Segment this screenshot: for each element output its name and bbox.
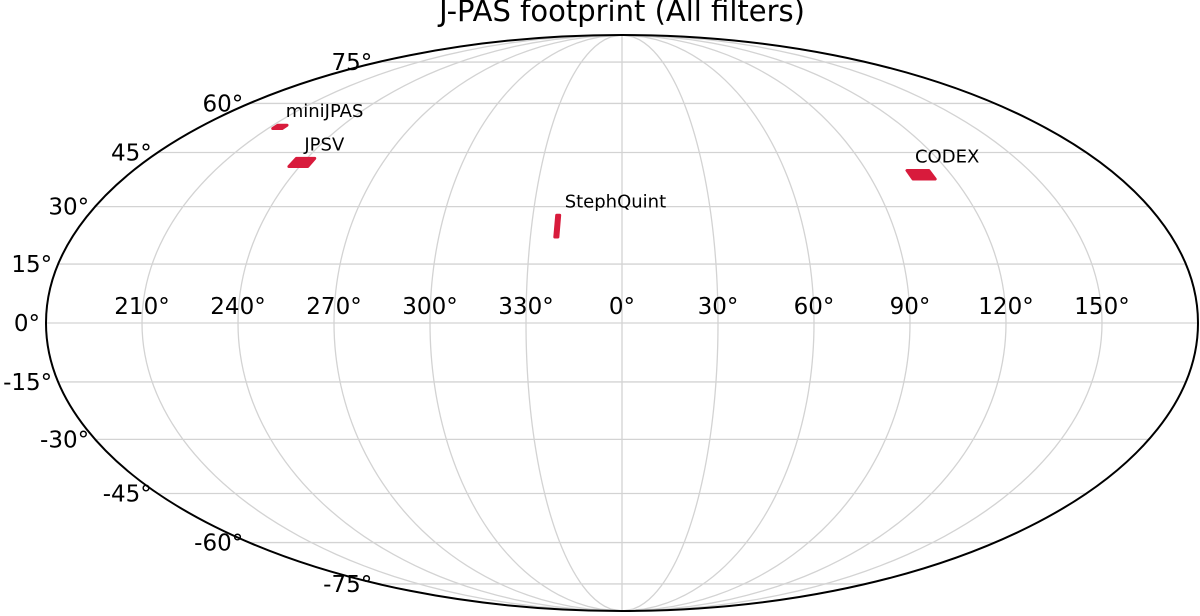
longitude-tick-labels: 150° 120° 90° 60° 30° 0° 330° 300° 270° 240° 210° — [114, 294, 1129, 320]
field-footprint-stephquint — [553, 213, 562, 239]
field-label-codex: CODEX — [915, 146, 979, 167]
lon-gridline — [429, 34, 623, 612]
lon-tick-label: 330° — [498, 294, 553, 320]
lat-tick-label: 15° — [11, 252, 52, 278]
lat-tick-label: -45° — [103, 482, 152, 508]
field-labels: miniJPAS JPSV StephQuint CODEX — [286, 101, 980, 212]
lon-gridline — [333, 34, 623, 612]
lat-tick-label: 45° — [111, 140, 152, 166]
lon-tick-label: 90° — [890, 294, 931, 320]
field-footprint-jpsv — [287, 156, 317, 169]
lon-tick-label: 120° — [978, 294, 1033, 320]
lat-tick-label: 60° — [202, 91, 243, 117]
lon-gridline — [621, 34, 815, 612]
lat-tick-label: -75° — [323, 572, 372, 598]
map-boundary — [45, 34, 1199, 612]
field-label-minijpas: miniJPAS — [286, 101, 364, 122]
lon-tick-label: 210° — [114, 294, 169, 320]
lon-tick-label: 60° — [794, 294, 835, 320]
lon-tick-label: 0° — [609, 294, 635, 320]
lat-tick-label: 30° — [48, 195, 89, 221]
lon-gridline — [237, 34, 623, 612]
field-footprint-minijpas — [271, 123, 289, 130]
lon-gridline — [141, 34, 623, 612]
lon-gridline — [621, 34, 911, 612]
longitude-gridlines — [141, 34, 1199, 612]
lon-gridline — [621, 34, 719, 612]
lon-tick-label: 300° — [402, 294, 457, 320]
lon-gridline — [621, 34, 1007, 612]
lon-tick-label: 30° — [698, 294, 739, 320]
footprint-fields — [271, 123, 937, 239]
chart-title: J-PAS footprint (All filters) — [439, 0, 805, 28]
latitude-tick-labels: 75° 60° 45° 30° 15° 0° -15° -30° -45° -60° -75° — [3, 50, 372, 598]
lon-tick-label: 240° — [210, 294, 265, 320]
field-label-stephquint: StephQuint — [565, 191, 666, 212]
lat-tick-label: 75° — [331, 50, 372, 76]
lat-tick-label: -60° — [194, 531, 243, 557]
field-label-jpsv: JPSV — [303, 134, 345, 155]
lon-tick-label: 270° — [306, 294, 361, 320]
lon-gridline — [621, 34, 1103, 612]
lat-tick-label: -30° — [40, 427, 89, 453]
lat-tick-label: 0° — [14, 311, 40, 337]
field-footprint-codex — [905, 168, 937, 181]
lon-tick-label: 150° — [1074, 294, 1129, 320]
lon-gridline — [525, 34, 623, 612]
lat-tick-label: -15° — [3, 370, 52, 396]
